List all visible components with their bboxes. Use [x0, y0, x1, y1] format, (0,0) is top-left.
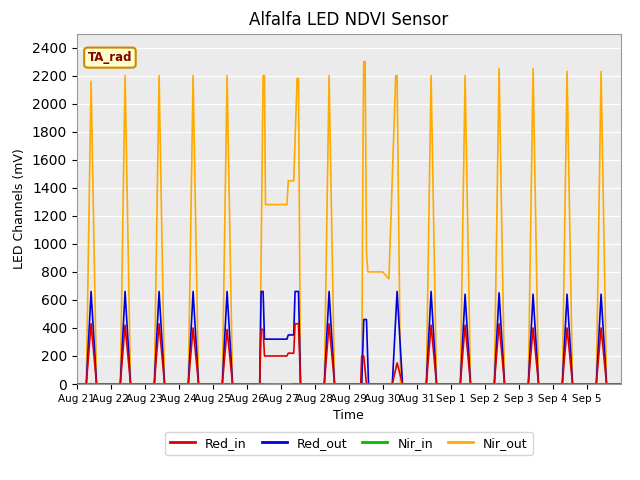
Nir_in: [597, 381, 605, 386]
Nir_out: [277, 202, 285, 207]
Nir_in: [617, 381, 625, 387]
Red_in: [87, 321, 95, 326]
Line: Red_in: Red_in: [77, 324, 621, 384]
Nir_in: [311, 381, 319, 387]
Nir_out: [361, 59, 369, 64]
Red_in: [73, 381, 81, 387]
Nir_in: [359, 381, 367, 386]
Nir_out: [617, 381, 625, 387]
Nir_out: [293, 75, 301, 81]
Line: Red_out: Red_out: [77, 291, 621, 384]
Nir_in: [243, 381, 251, 387]
Red_out: [534, 381, 542, 387]
Red_out: [524, 381, 532, 387]
Red_out: [218, 381, 226, 387]
Nir_in: [73, 381, 81, 387]
Text: TA_rad: TA_rad: [88, 51, 132, 64]
Y-axis label: LED Channels (mV): LED Channels (mV): [13, 148, 26, 269]
Nir_in: [549, 381, 557, 387]
Title: Alfalfa LED NDVI Sensor: Alfalfa LED NDVI Sensor: [249, 11, 449, 29]
Red_in: [534, 381, 542, 387]
Red_out: [260, 336, 268, 342]
Red_out: [563, 291, 571, 297]
Red_in: [524, 381, 532, 387]
Red_out: [73, 381, 81, 387]
Red_out: [87, 288, 95, 294]
Red_in: [331, 381, 339, 387]
Red_in: [218, 381, 226, 387]
Line: Nir_out: Nir_out: [77, 61, 621, 384]
Red_in: [617, 381, 625, 387]
Legend: Red_in, Red_out, Nir_in, Nir_out: Red_in, Red_out, Nir_in, Nir_out: [165, 432, 532, 455]
Nir_in: [209, 381, 216, 387]
Nir_out: [360, 59, 367, 64]
Red_out: [617, 381, 625, 387]
Red_out: [331, 381, 339, 387]
X-axis label: Time: Time: [333, 409, 364, 422]
Red_in: [260, 353, 268, 359]
Red_in: [563, 325, 571, 331]
Nir_out: [262, 202, 269, 207]
Nir_out: [195, 381, 202, 387]
Nir_in: [87, 381, 95, 386]
Nir_out: [297, 381, 305, 387]
Nir_out: [73, 381, 81, 387]
